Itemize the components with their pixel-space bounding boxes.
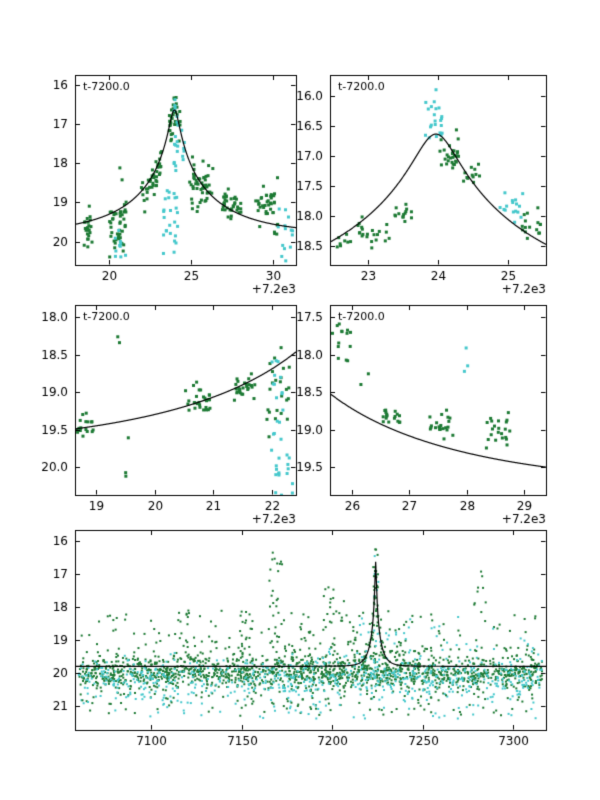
light-curve-plots-canvas (0, 0, 600, 800)
light-curve-figure: KMT-2015-BLG-0212 BLG02M1119.3178 t0=722… (0, 0, 600, 800)
